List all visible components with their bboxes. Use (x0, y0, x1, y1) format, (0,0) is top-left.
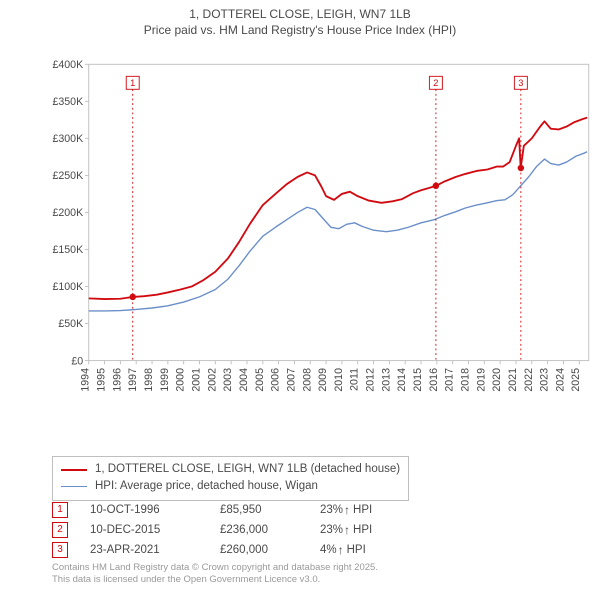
x-tick-label: 2001 (191, 368, 203, 392)
x-tick-label: 2008 (301, 368, 313, 392)
x-axis: 1994 19951996 1997 1998 1999 2000 20012002 2003… (80, 361, 583, 392)
marker-number-box: 2 (52, 522, 68, 538)
y-tick-label: £250K (52, 170, 83, 182)
x-tick-label: 1995 (96, 368, 108, 392)
plot-border (89, 64, 589, 360)
x-tick-label: 2016 (428, 368, 440, 392)
y-tick-label: £300K (52, 133, 83, 145)
chart-area: £0 £50K £100K £150K £200K £250K £300K £350K £400… (48, 48, 588, 408)
x-tick-label: 2022 (523, 368, 535, 392)
marker-date: 23-APR-2021 (90, 544, 220, 556)
marker-number-box: 3 (52, 542, 68, 558)
x-tick-label: 2025 (570, 368, 582, 392)
y-tick-label: £0 (71, 355, 83, 367)
up-arrow-icon: ↑ (344, 524, 350, 536)
legend: 1, DOTTEREL CLOSE, LEIGH, WN7 1LB (detac… (52, 456, 409, 501)
x-tick-label: 2018 (459, 368, 471, 392)
x-tick-label: 1998 (143, 368, 155, 392)
x-tick-label: 1997 (127, 368, 139, 392)
marker-number-box: 1 (52, 502, 68, 518)
x-tick-label: 2005 (254, 368, 266, 392)
x-tick-label: 2007 (285, 368, 297, 392)
marker-dot (518, 165, 524, 171)
x-tick-label: 2014 (396, 368, 408, 392)
marker-dot (129, 294, 135, 300)
x-tick-label: 1999 (159, 368, 171, 392)
marker-date: 10-OCT-1996 (90, 504, 220, 516)
marker-price: £236,000 (220, 524, 320, 536)
x-tick-label: 2012 (365, 368, 377, 392)
legend-row: 1, DOTTEREL CLOSE, LEIGH, WN7 1LB (detac… (61, 461, 400, 478)
marker-table-row: 3 23-APR-2021£260,0004% ↑ HPI (52, 540, 450, 560)
legend-label: 1, DOTTEREL CLOSE, LEIGH, WN7 1LB (detac… (95, 461, 400, 478)
x-tick-label: 2004 (238, 368, 250, 392)
x-tick-label: 2003 (222, 368, 234, 392)
marker-table: 1 10-OCT-1996£85,95023% ↑ HPI 2 10-DEC-2015… (52, 500, 450, 560)
legend-swatch (61, 469, 87, 471)
y-tick-label: £150K (52, 244, 83, 256)
x-tick-label: 2000 (175, 368, 187, 392)
chart-subtitle: Price paid vs. HM Land Registry's House … (0, 22, 600, 38)
x-tick-label: 2013 (380, 368, 392, 392)
x-tick-label: 2015 (412, 368, 424, 392)
marker-price: £85,950 (220, 504, 320, 516)
y-tick-label: £350K (52, 96, 83, 108)
marker-pct: 23% ↑ HPI (320, 504, 450, 516)
x-tick-label: 2009 (317, 368, 329, 392)
chart-title: 1, DOTTEREL CLOSE, LEIGH, WN7 1LB (0, 6, 600, 22)
legend-label: HPI: Average price, detached house, Wiga… (95, 478, 318, 495)
legend-swatch (61, 486, 87, 487)
x-tick-label: 2017 (444, 368, 456, 392)
chart-title-block: 1, DOTTEREL CLOSE, LEIGH, WN7 1LB Price … (0, 0, 600, 38)
series-price (89, 118, 587, 299)
y-tick-label: £400K (52, 59, 83, 71)
y-axis: £0 £50K £100K £150K £200K £250K £300K £350K £400… (52, 59, 88, 367)
x-tick-label: 2021 (507, 368, 519, 392)
marker-callout-number: 1 (130, 78, 135, 88)
x-tick-label: 1994 (80, 368, 92, 392)
x-tick-label: 2024 (554, 368, 566, 392)
marker-pct: 4% ↑ HPI (320, 544, 450, 556)
y-tick-label: £200K (52, 207, 83, 219)
marker-callout-number: 3 (518, 78, 523, 88)
marker-table-row: 2 10-DEC-2015£236,00023% ↑ HPI (52, 520, 450, 540)
x-tick-label: 2006 (270, 368, 282, 392)
x-tick-label: 2010 (333, 368, 345, 392)
marker-date: 10-DEC-2015 (90, 524, 220, 536)
attribution-text: Contains HM Land Registry data © Crown c… (52, 562, 378, 586)
up-arrow-icon: ↑ (344, 504, 350, 516)
x-tick-label: 2023 (539, 368, 551, 392)
marker-dot (433, 183, 439, 189)
y-tick-label: £50K (58, 318, 83, 330)
x-tick-label: 1996 (111, 368, 123, 392)
x-tick-label: 2020 (491, 368, 503, 392)
marker-pct: 23% ↑ HPI (320, 524, 450, 536)
x-tick-label: 2011 (349, 368, 361, 391)
series-hpi (89, 152, 587, 311)
x-tick-label: 2019 (475, 368, 487, 392)
up-arrow-icon: ↑ (338, 544, 344, 556)
marker-callout-number: 2 (433, 78, 438, 88)
legend-row: HPI: Average price, detached house, Wiga… (61, 478, 400, 495)
chart-svg: £0 £50K £100K £150K £200K £250K £300K £350K £400… (48, 48, 598, 438)
x-tick-label: 2002 (206, 368, 218, 392)
marker-table-row: 1 10-OCT-1996£85,95023% ↑ HPI (52, 500, 450, 520)
y-tick-label: £100K (52, 281, 83, 293)
marker-price: £260,000 (220, 544, 320, 556)
